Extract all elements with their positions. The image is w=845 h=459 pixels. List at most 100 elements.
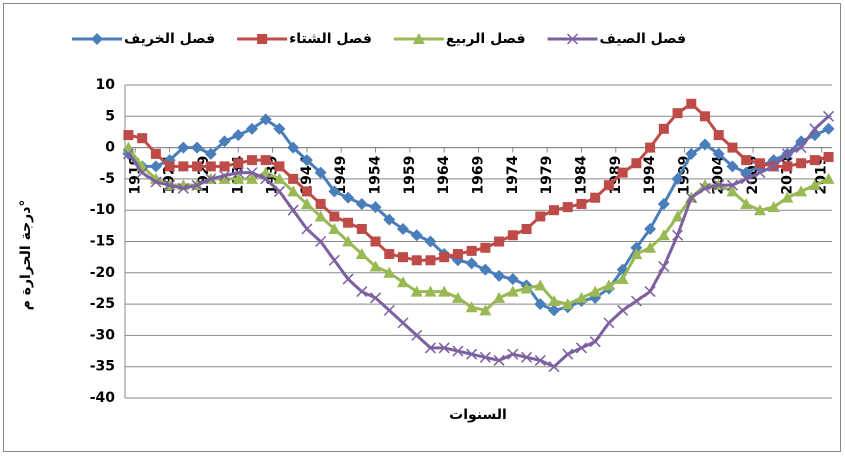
marker — [259, 113, 272, 126]
marker — [342, 191, 355, 204]
marker — [384, 249, 395, 260]
marker — [493, 269, 506, 282]
legend-label: فصل الخريف — [124, 31, 215, 47]
marker — [260, 173, 272, 185]
marker — [466, 245, 477, 256]
series-line — [128, 101, 829, 262]
marker — [356, 286, 368, 298]
marker — [177, 182, 189, 194]
marker — [822, 122, 835, 135]
marker — [274, 161, 285, 172]
marker — [795, 185, 808, 197]
marker — [150, 148, 161, 159]
marker — [506, 273, 519, 286]
marker — [700, 111, 711, 122]
x-tick-label: 1979 — [539, 156, 555, 195]
marker — [479, 351, 491, 363]
marker — [288, 173, 299, 184]
marker — [451, 291, 464, 303]
marker — [685, 147, 698, 160]
marker — [671, 210, 684, 222]
marker — [136, 167, 148, 179]
y-tick-label: -30 — [90, 327, 116, 343]
marker — [590, 192, 601, 203]
y-tick-label: 0 — [105, 140, 115, 156]
marker — [617, 304, 629, 316]
marker — [315, 198, 326, 209]
marker — [657, 229, 670, 241]
marker — [506, 285, 519, 297]
marker — [424, 285, 437, 297]
marker — [410, 285, 423, 297]
marker — [246, 155, 257, 166]
x-tick-label: 1964 — [436, 155, 452, 194]
marker — [355, 197, 368, 210]
marker — [576, 198, 587, 209]
marker — [123, 130, 134, 141]
marker — [383, 304, 395, 316]
x-tick-label: 1959 — [402, 156, 418, 195]
marker — [370, 236, 381, 247]
marker — [549, 205, 560, 216]
marker — [671, 172, 684, 185]
marker — [644, 241, 657, 253]
marker — [521, 223, 532, 234]
marker — [672, 108, 683, 119]
marker — [219, 161, 230, 172]
marker — [314, 210, 327, 222]
marker — [328, 254, 340, 266]
marker — [781, 191, 794, 203]
marker — [795, 142, 807, 154]
x-tick-label: 1969 — [471, 156, 487, 195]
chart-frame — [3, 3, 841, 452]
marker — [754, 167, 766, 179]
marker — [548, 294, 561, 306]
x-tick-label: 1984 — [573, 155, 589, 194]
y-tick-label: 10 — [96, 77, 116, 93]
x-tick-label: 2014 — [779, 155, 795, 194]
marker — [602, 279, 615, 291]
marker — [396, 276, 409, 288]
x-tick-label: 1994 — [642, 155, 658, 194]
marker — [370, 292, 382, 304]
marker — [658, 261, 670, 273]
marker — [232, 129, 245, 142]
marker — [287, 204, 299, 216]
marker — [644, 222, 657, 235]
y-tick-label: -40 — [90, 390, 116, 406]
marker — [397, 252, 408, 263]
marker — [726, 179, 739, 191]
marker — [246, 167, 258, 179]
marker — [91, 33, 103, 45]
series-line — [127, 146, 830, 312]
x-axis-title: السنوات — [449, 407, 507, 423]
marker — [260, 155, 271, 166]
legend-label: فصل الصيف — [600, 31, 687, 47]
marker — [465, 301, 478, 313]
marker — [741, 155, 752, 166]
marker — [562, 348, 574, 360]
marker — [603, 317, 615, 329]
marker — [245, 172, 258, 184]
marker — [411, 329, 423, 341]
marker — [548, 304, 561, 317]
marker — [493, 291, 506, 303]
marker — [644, 286, 656, 298]
marker — [300, 197, 313, 209]
marker — [699, 182, 711, 194]
marker — [548, 361, 560, 373]
marker — [809, 123, 821, 135]
marker — [712, 147, 725, 160]
marker — [438, 285, 451, 297]
marker — [122, 148, 134, 160]
marker — [314, 166, 327, 179]
marker — [204, 147, 217, 160]
marker — [603, 180, 614, 191]
marker — [287, 141, 300, 154]
marker — [617, 167, 628, 178]
marker — [494, 236, 505, 247]
y-tick-label: -10 — [90, 202, 116, 218]
marker — [575, 291, 588, 303]
marker — [740, 173, 752, 185]
marker — [796, 158, 807, 169]
